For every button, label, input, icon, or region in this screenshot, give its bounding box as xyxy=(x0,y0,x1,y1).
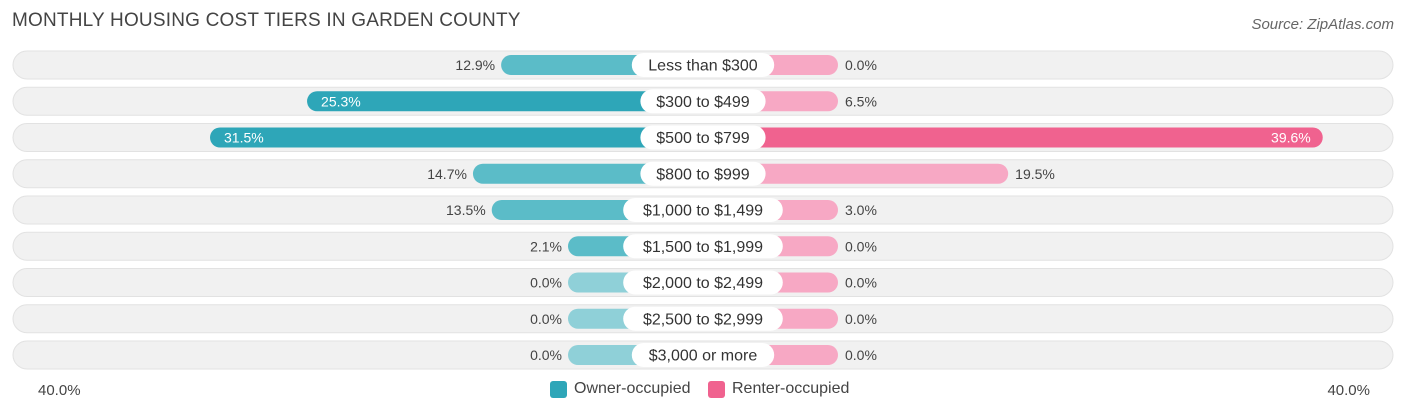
row-8: $3,000 or more 0.0% 0.0% xyxy=(12,340,1394,370)
owner-value-label: 14.7% xyxy=(427,166,467,182)
category-pill xyxy=(623,234,783,259)
legend-renter-label: Renter-occupied xyxy=(732,380,850,397)
bar-renter[interactable] xyxy=(703,163,1009,184)
renter-value-label: 3.0% xyxy=(845,202,877,218)
owner-value-label: 0.0% xyxy=(530,275,562,291)
legend-owner[interactable]: Owner-occupied xyxy=(550,380,691,398)
renter-value-label: 39.6% xyxy=(1271,130,1311,146)
bar-owner[interactable] xyxy=(307,91,703,112)
category-label: $800 to $999 xyxy=(656,166,750,183)
legend-renter-swatch xyxy=(708,380,725,398)
legend-owner-swatch xyxy=(550,380,567,398)
owner-value-label: 13.5% xyxy=(446,202,486,218)
owner-value-label: 25.3% xyxy=(321,93,361,109)
category-label: $2,500 to $2,999 xyxy=(643,311,763,328)
bar-renter[interactable] xyxy=(703,127,1323,148)
row-6: $2,000 to $2,499 0.0% 0.0% xyxy=(12,268,1394,297)
legend-renter[interactable]: Renter-occupied xyxy=(708,380,849,398)
bar-owner[interactable] xyxy=(210,127,703,148)
legend: Owner-occupied Renter-occupied xyxy=(0,380,1406,402)
renter-value-label: 6.5% xyxy=(845,93,877,109)
category-label: Less than $300 xyxy=(648,58,758,75)
category-label: $500 to $799 xyxy=(656,130,750,147)
row-5: $1,500 to $1,999 2.1% 0.0% xyxy=(12,231,1394,261)
category-pill xyxy=(623,198,783,222)
category-label: $1,500 to $1,999 xyxy=(643,239,763,256)
category-label: $1,000 to $1,499 xyxy=(643,203,763,220)
chart-area: Less than $300 12.9% 0.0% $300 to $499 25.3%… xyxy=(12,50,1394,370)
category-pill xyxy=(640,89,766,114)
row-7: $2,500 to $2,999 0.0% 0.0% xyxy=(12,304,1394,334)
owner-value-label: 12.9% xyxy=(455,57,495,73)
category-pill xyxy=(640,161,766,186)
axis-max-label: 40.0% xyxy=(1327,382,1370,399)
category-pill xyxy=(623,270,783,295)
axis-min-label: 40.0% xyxy=(38,382,81,399)
owner-value-label: 0.0% xyxy=(530,311,562,327)
category-pill xyxy=(631,343,775,367)
source-label: Source: ZipAtlas.com xyxy=(1251,16,1394,33)
legend-owner-label: Owner-occupied xyxy=(574,380,691,397)
row-1: $300 to $499 25.3% 6.5% xyxy=(12,86,1394,116)
category-pill xyxy=(640,125,766,150)
renter-value-label: 0.0% xyxy=(845,57,877,73)
renter-value-label: 0.0% xyxy=(845,347,877,363)
renter-value-label: 0.0% xyxy=(845,311,877,327)
row-4: $1,000 to $1,499 13.5% 3.0% xyxy=(12,195,1394,225)
renter-value-label: 19.5% xyxy=(1015,166,1055,182)
category-pill xyxy=(623,306,783,331)
renter-value-label: 0.0% xyxy=(845,275,877,291)
category-label: $2,000 to $2,499 xyxy=(643,275,763,292)
renter-value-label: 0.0% xyxy=(845,238,877,254)
category-pill xyxy=(631,53,775,77)
category-label: $300 to $499 xyxy=(656,94,750,111)
chart-title: MONTHLY HOUSING COST TIERS IN GARDEN COU… xyxy=(12,10,521,31)
owner-value-label: 0.0% xyxy=(530,347,562,363)
row-2: $500 to $799 31.5% 39.6% xyxy=(12,123,1394,152)
row-0: Less than $300 12.9% 0.0% xyxy=(12,50,1394,80)
owner-value-label: 31.5% xyxy=(224,130,264,146)
owner-value-label: 2.1% xyxy=(530,238,562,254)
category-label: $3,000 or more xyxy=(649,348,758,365)
row-3: $800 to $999 14.7% 19.5% xyxy=(12,159,1394,189)
